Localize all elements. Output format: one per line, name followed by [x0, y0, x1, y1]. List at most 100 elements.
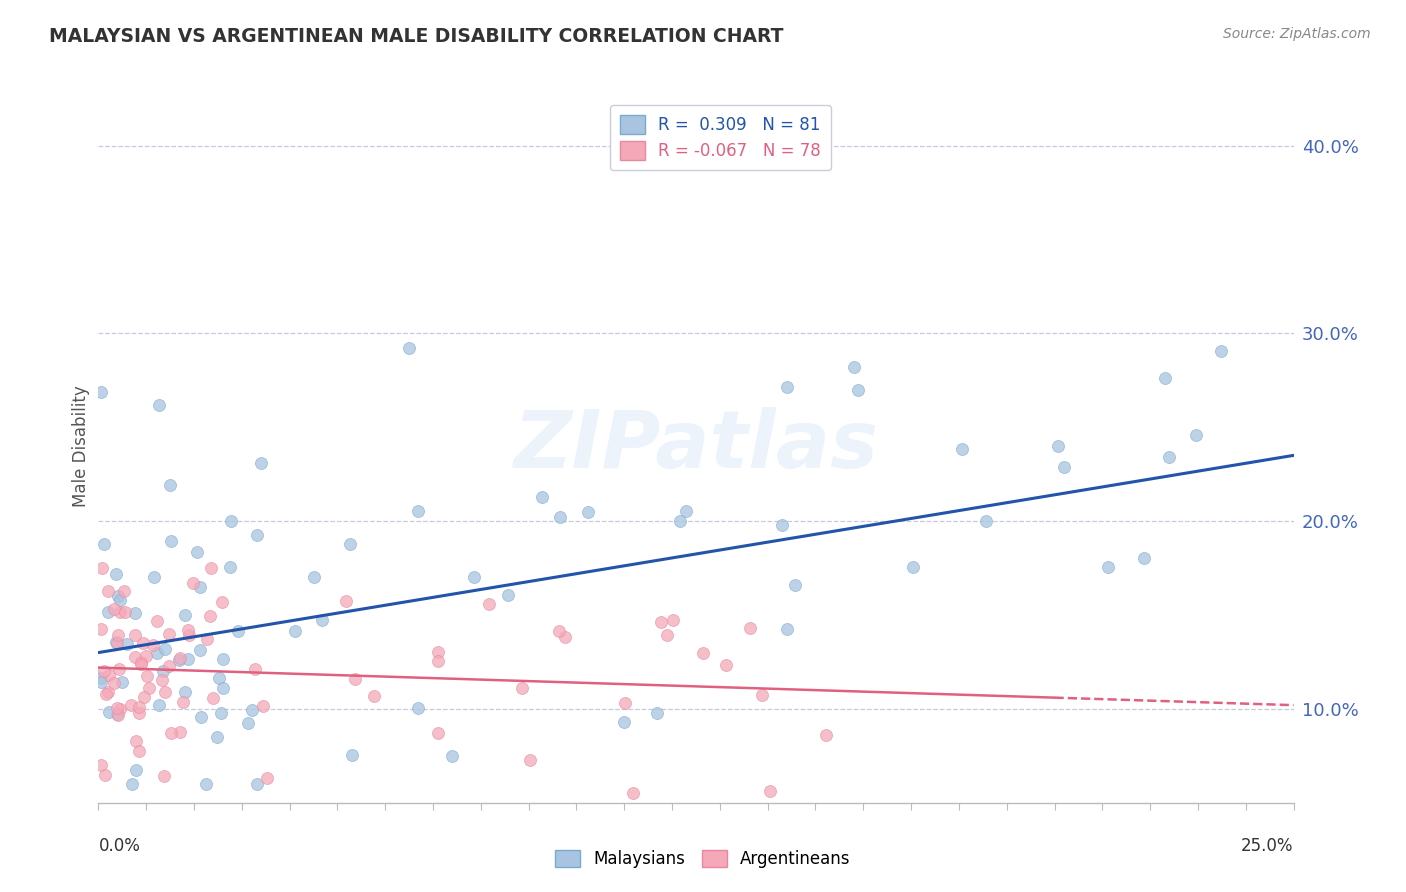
Point [1133, 551, 1156, 566]
Point [440, 748, 463, 763]
Point [157, 627, 180, 641]
Point [90, 675, 112, 690]
Point [657, 628, 679, 642]
Point [302, 570, 325, 584]
Point [548, 510, 571, 524]
Point [463, 570, 485, 584]
Point [848, 383, 870, 397]
Point [112, 583, 135, 598]
Point [169, 651, 191, 665]
Point [903, 559, 925, 574]
Point [776, 380, 799, 394]
Point [97, 584, 120, 599]
Point [195, 777, 218, 791]
Point [153, 769, 176, 783]
Point [211, 595, 233, 609]
Point [645, 706, 668, 721]
Point [661, 613, 683, 627]
Point [427, 645, 450, 659]
Point [692, 646, 714, 660]
Point [284, 624, 307, 639]
Point [105, 706, 128, 721]
Point [104, 566, 127, 581]
Point [188, 643, 211, 657]
Legend: R =  0.309   N = 81, R = -0.067   N = 78: R = 0.309 N = 81, R = -0.067 N = 78 [610, 104, 831, 169]
Point [93, 664, 115, 678]
Point [188, 580, 211, 594]
Point [202, 690, 225, 705]
Point [427, 654, 450, 668]
Text: ZIPatlas: ZIPatlas [513, 407, 879, 485]
Point [90, 385, 112, 400]
Point [153, 642, 176, 657]
Point [406, 503, 429, 517]
Point [97, 685, 120, 699]
Point [90, 622, 112, 636]
Point [242, 702, 264, 716]
Point [200, 561, 222, 575]
Point [219, 514, 242, 528]
Point [751, 688, 773, 702]
Point [98, 668, 121, 682]
Point [236, 716, 259, 731]
Point [153, 684, 176, 698]
Point [90, 671, 112, 685]
Point [195, 632, 218, 646]
Point [128, 699, 150, 714]
Point [519, 753, 541, 767]
Point [950, 442, 973, 456]
Point [200, 609, 222, 624]
Point [105, 636, 128, 650]
Point [621, 786, 644, 800]
Point [614, 696, 637, 710]
Point [510, 681, 533, 695]
Point [776, 622, 799, 636]
Point [256, 771, 278, 785]
Point [1211, 344, 1233, 359]
Point [205, 731, 228, 745]
Point [173, 695, 195, 709]
Point [128, 744, 150, 758]
Point [675, 504, 697, 518]
Point [406, 701, 429, 715]
Point [128, 706, 150, 720]
Point [146, 614, 169, 628]
Point [129, 657, 152, 671]
Point [669, 514, 692, 528]
Point [815, 728, 838, 742]
Point [974, 514, 997, 528]
Point [108, 605, 131, 619]
Point [124, 650, 146, 665]
Text: 0.0%: 0.0% [98, 837, 141, 855]
Point [91, 561, 114, 575]
Point [209, 706, 232, 720]
Legend: Malaysians, Argentineans: Malaysians, Argentineans [548, 843, 858, 875]
Point [142, 569, 165, 583]
Point [110, 592, 132, 607]
Point [148, 398, 170, 412]
Point [129, 655, 152, 669]
Point [159, 725, 181, 739]
Point [125, 734, 148, 748]
Point [125, 763, 148, 777]
Point [246, 777, 269, 791]
Point [1046, 439, 1069, 453]
Point [111, 674, 134, 689]
Point [98, 705, 121, 719]
Point [363, 690, 385, 704]
Point [212, 652, 235, 666]
Point [107, 628, 129, 642]
Text: Source: ZipAtlas.com: Source: ZipAtlas.com [1223, 27, 1371, 41]
Point [245, 662, 267, 676]
Point [107, 708, 129, 723]
Point [212, 681, 235, 696]
Point [311, 614, 333, 628]
Point [1053, 460, 1076, 475]
Point [547, 624, 569, 638]
Point [124, 628, 146, 642]
Point [107, 590, 129, 604]
Point [339, 537, 361, 551]
Point [426, 726, 449, 740]
Point [157, 658, 180, 673]
Point [576, 505, 599, 519]
